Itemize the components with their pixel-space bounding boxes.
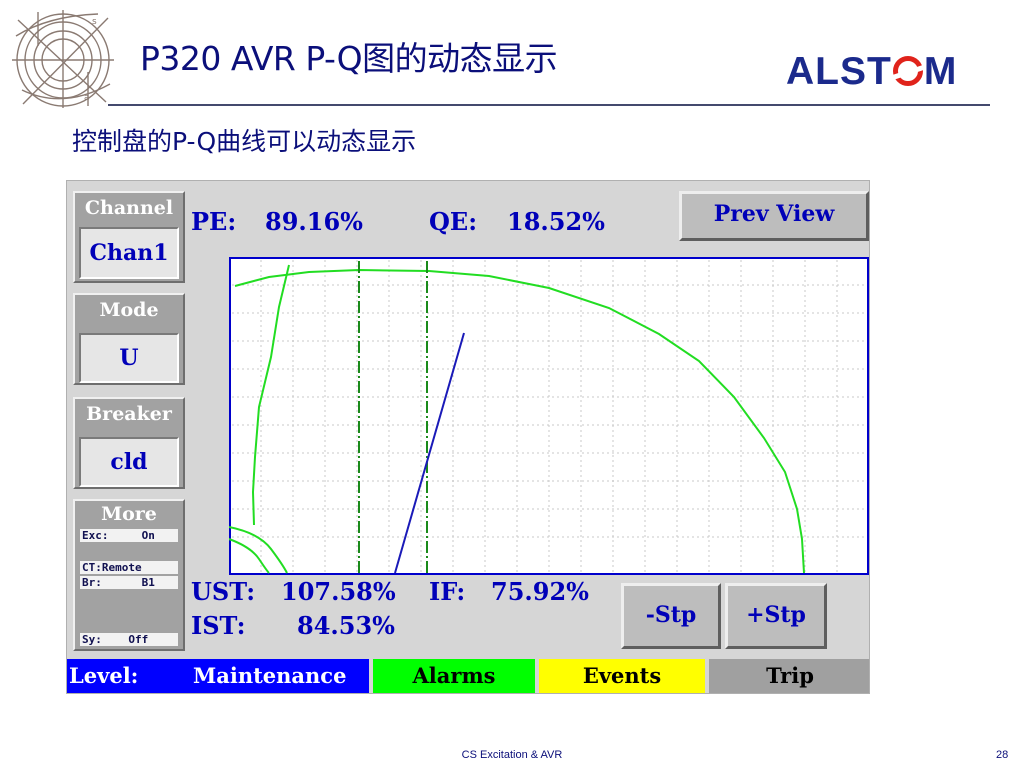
breaker-value: cld [79,437,179,487]
level-label: Level: [69,663,139,688]
channel-box[interactable]: Channel Chan1 [73,191,185,283]
prev-view-button[interactable]: Prev View [679,191,869,241]
more-line-br: Br: B1 [80,576,178,589]
trip-button[interactable]: Trip [709,659,869,693]
ust-label: UST: [191,577,256,606]
if-label: IF: [429,577,466,606]
events-button[interactable]: Events [539,659,705,693]
mode-box[interactable]: Mode U [73,293,185,385]
more-line-ct: CT:Remote [80,561,178,574]
brand-logo: ALST M [786,50,957,94]
minus-step-button[interactable]: -Stp [621,583,721,649]
ust-value: 107.58% [281,577,396,606]
operating-point-trace [394,332,465,574]
company-emblem-icon: s a [12,10,114,108]
pe-label: PE: [191,207,237,236]
plus-step-button[interactable]: +Stp [725,583,827,649]
qe-value: 18.52% [507,207,605,236]
slide-title: P320 AVR P-Q图的动态显示 [140,39,558,78]
capability-curve-low-arc-inner [229,538,270,574]
more-line-sy: Sy: Off [80,633,178,646]
breaker-label: Breaker [86,403,172,425]
level-value: Maintenance [193,663,347,688]
brand-logo-o-mark [892,56,923,86]
mode-value: U [79,333,179,383]
pq-plot [229,257,869,575]
slide-subtitle: 控制盘的P-Q曲线可以动态显示 [72,127,417,156]
channel-label: Channel [84,197,174,219]
svg-text:a: a [84,93,90,103]
capability-curve-low-arc-outer [229,526,288,574]
more-label: More [101,503,157,525]
ist-label: IST: [191,611,246,640]
mode-label: Mode [99,299,159,321]
level-status[interactable]: Level: Maintenance [67,659,369,693]
qe-label: QE: [429,207,478,236]
more-status-lines: Exc: On CT:Remote Br: B1 Sy: Off [80,527,178,646]
alarms-button[interactable]: Alarms [373,659,535,693]
channel-value: Chan1 [79,227,179,279]
header-divider [108,104,990,106]
breaker-box[interactable]: Breaker cld [73,397,185,489]
hmi-panel: Channel Chan1 Mode U Breaker cld More Ex… [66,180,870,694]
if-value: 75.92% [491,577,589,606]
capability-curve-stator-limit [234,268,805,574]
plot-grid [232,260,866,572]
page-number: 28 [996,749,1009,761]
pe-value: 89.16% [265,207,363,236]
capability-curve-under-excitation-limit [251,264,290,526]
svg-text:s: s [92,17,97,27]
ist-value: 84.53% [297,611,395,640]
more-line-exc: Exc: On [80,529,178,542]
brand-logo-text-start: ALST [786,50,892,93]
more-box[interactable]: More Exc: On CT:Remote Br: B1 Sy: Off [73,499,185,651]
slide-footer: CS Excitation & AVR [461,749,563,761]
brand-logo-text-end: M [923,50,958,93]
